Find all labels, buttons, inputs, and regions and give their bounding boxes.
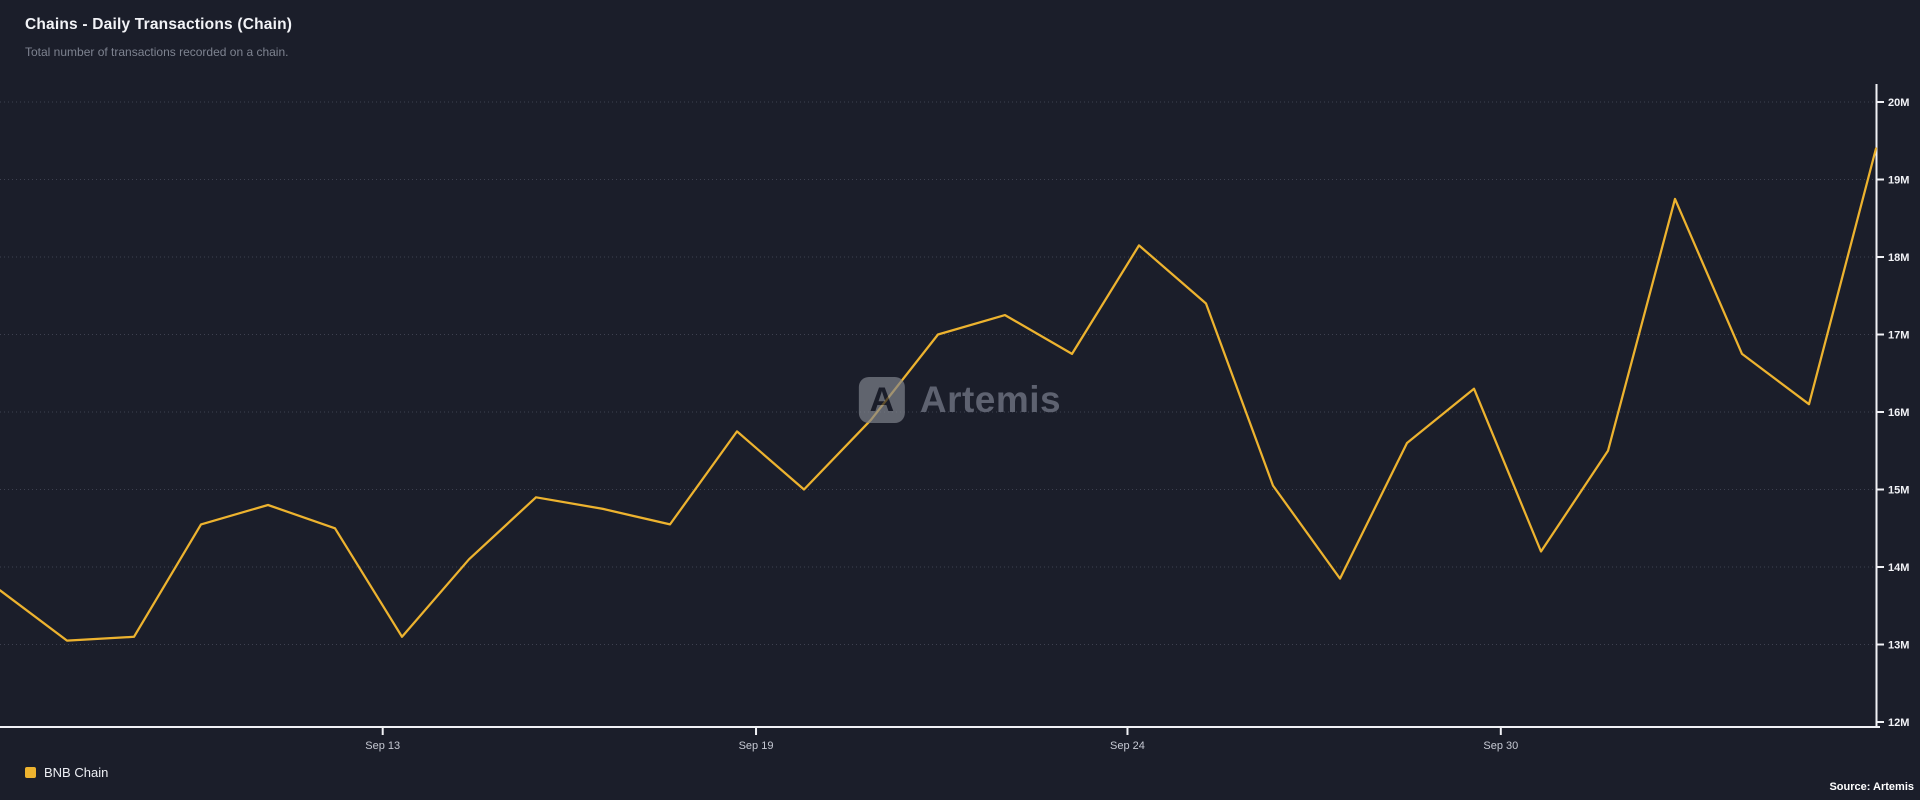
y-tick-label: 18M bbox=[1888, 252, 1909, 264]
legend-label: BNB Chain bbox=[44, 765, 109, 780]
y-tick-label: 12M bbox=[1888, 717, 1909, 729]
y-tick-label: 15M bbox=[1888, 485, 1909, 497]
y-tick-label: 20M bbox=[1888, 97, 1909, 109]
y-tick-label: 17M bbox=[1888, 330, 1909, 342]
y-tick-label: 19M bbox=[1888, 175, 1909, 187]
series-line-bnb-chain bbox=[0, 147, 1878, 642]
x-tick-label: Sep 30 bbox=[1483, 740, 1518, 752]
legend-swatch bbox=[25, 767, 36, 778]
y-tick-label: 16M bbox=[1888, 407, 1909, 419]
legend-item-bnb-chain[interactable]: BNB Chain bbox=[25, 765, 108, 780]
x-tick-label: Sep 13 bbox=[365, 740, 400, 752]
x-tick-label: Sep 24 bbox=[1110, 740, 1145, 752]
page-title: Chains - Daily Transactions (Chain) bbox=[25, 16, 293, 33]
y-tick-label: 14M bbox=[1888, 562, 1909, 574]
source-attribution: Source: Artemis bbox=[1829, 781, 1914, 793]
x-tick-label: Sep 19 bbox=[739, 740, 774, 752]
y-tick-label: 13M bbox=[1888, 640, 1909, 652]
page-subtitle: Total number of transactions recorded on… bbox=[25, 45, 289, 59]
